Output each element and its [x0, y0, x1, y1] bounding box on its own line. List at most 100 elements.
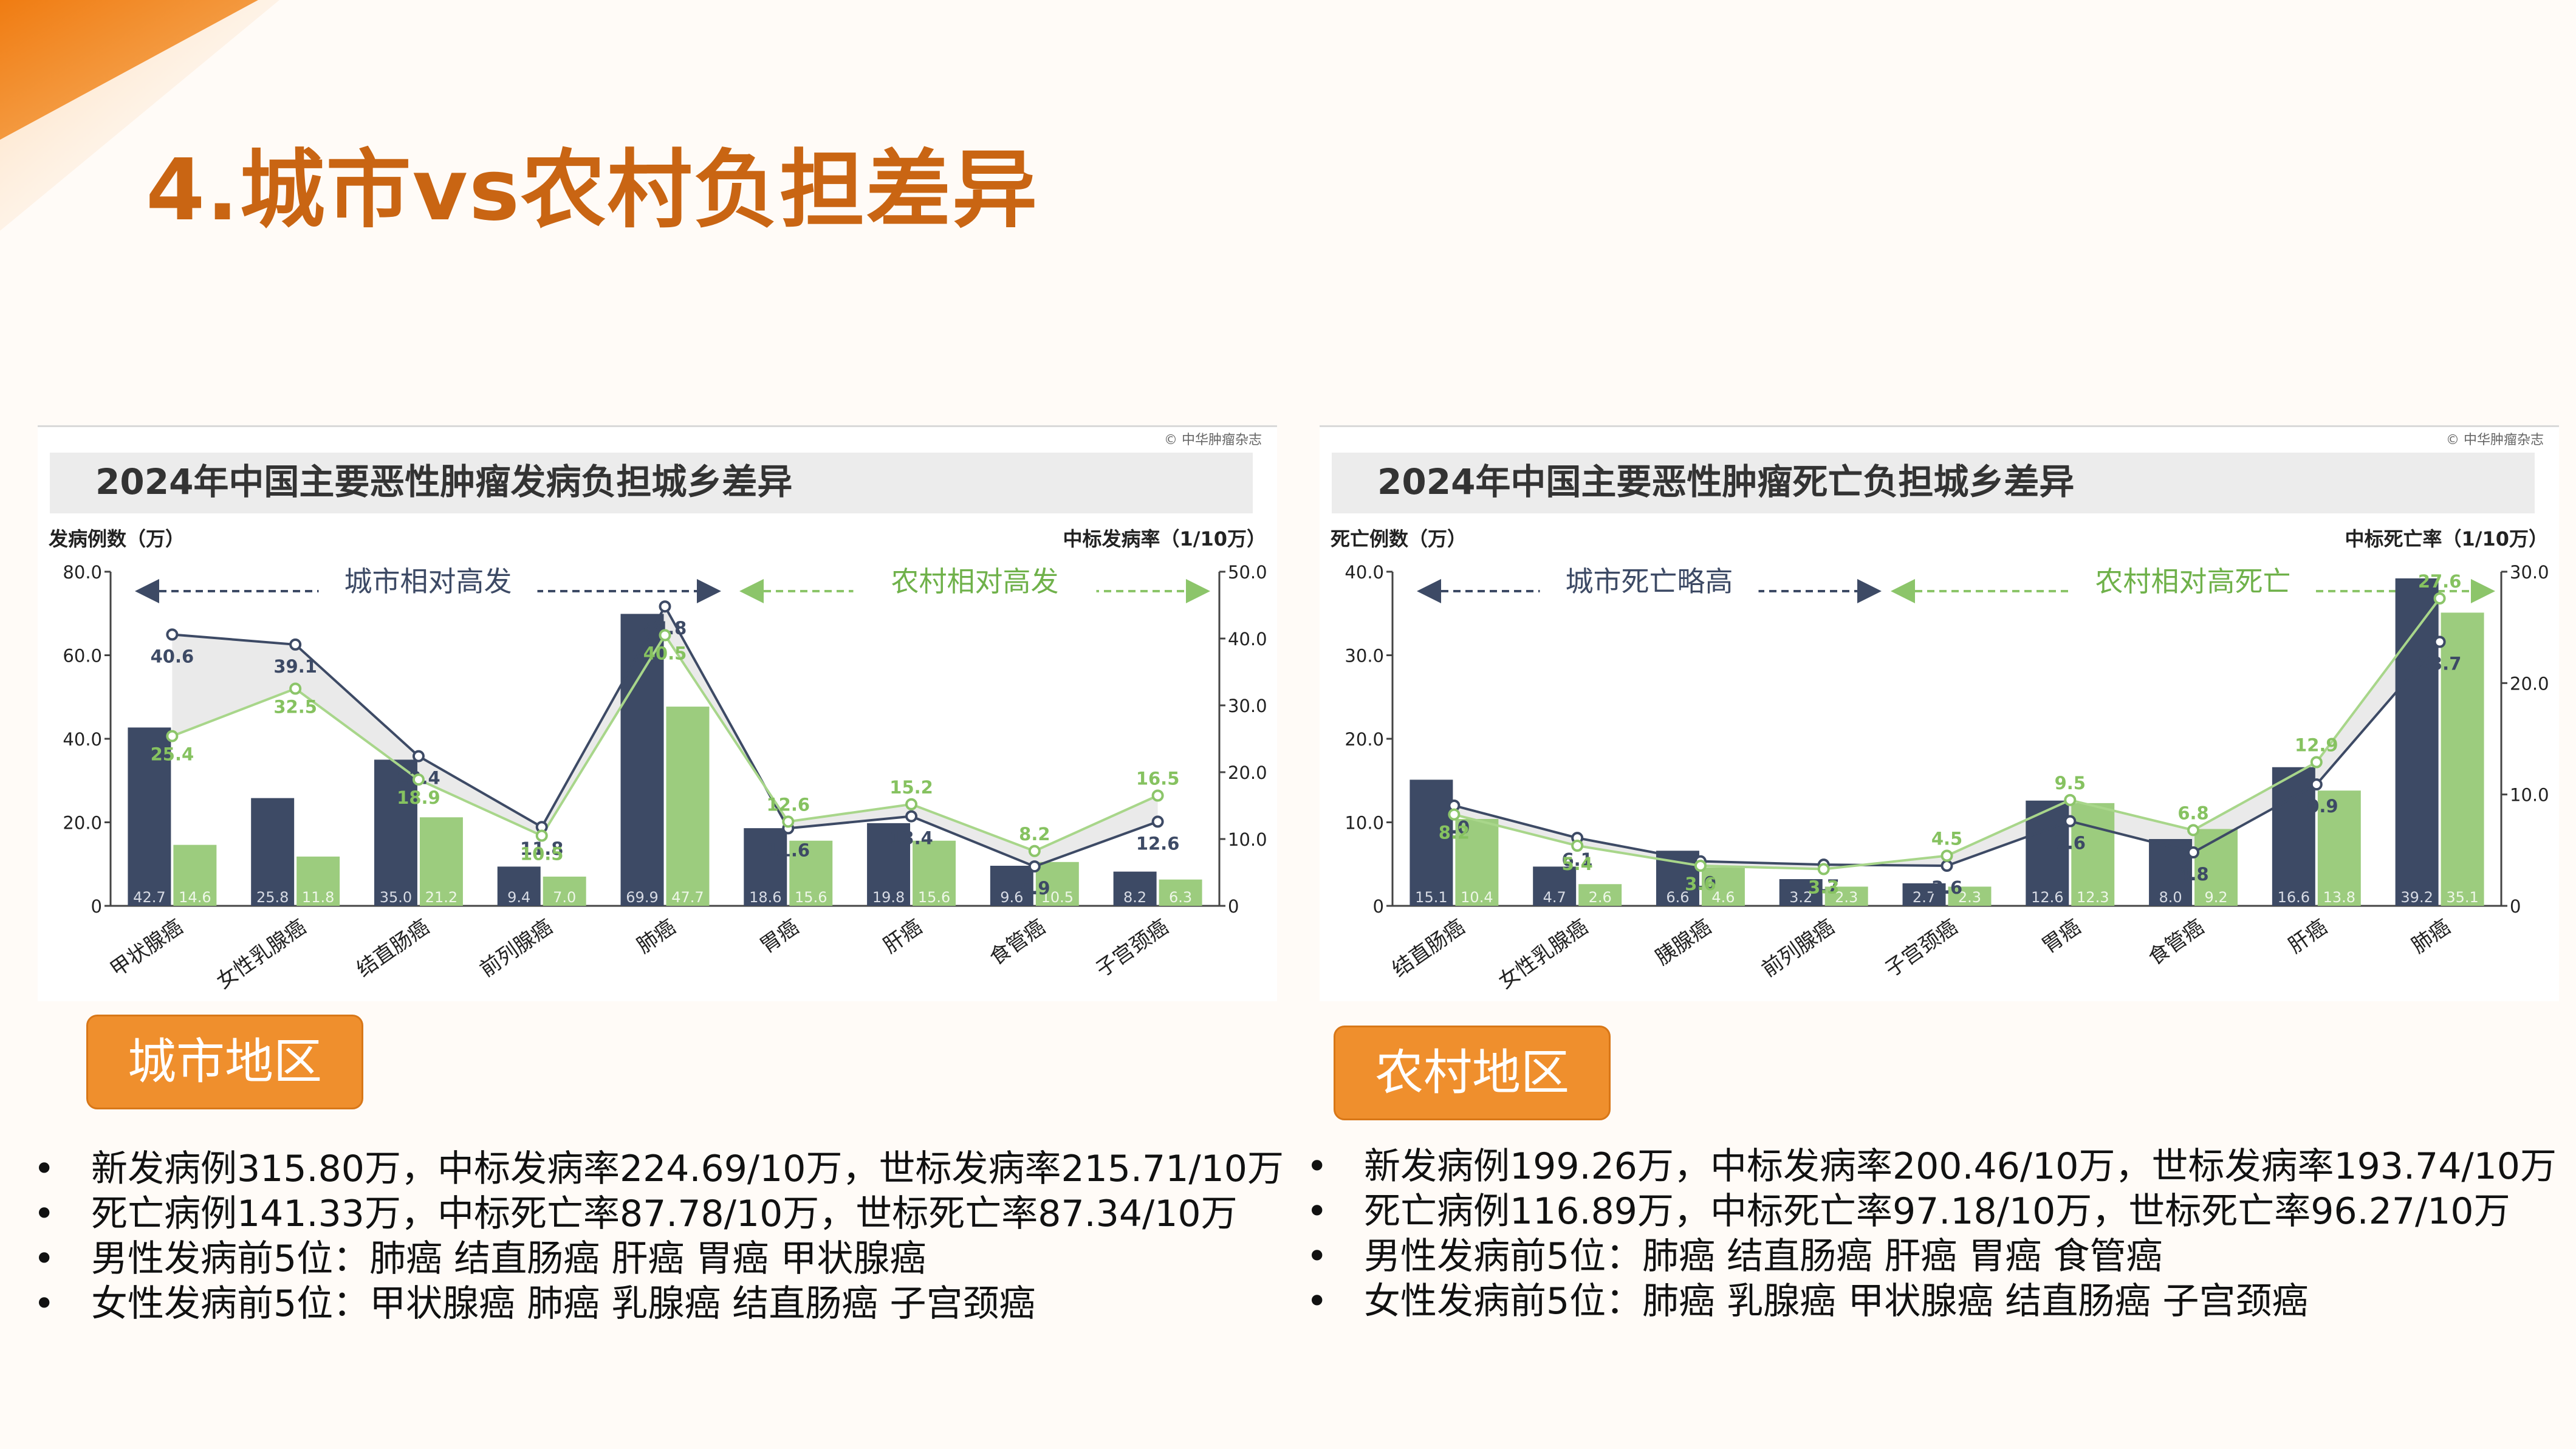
urban-bar-label: 15.1 — [1415, 889, 1447, 906]
urban-bar — [497, 866, 541, 906]
rural-bar — [1578, 884, 1622, 906]
urban-bar-label: 4.7 — [1543, 889, 1566, 906]
category-label: 前列腺癌 — [476, 915, 557, 982]
urban-rate-point — [1151, 815, 1164, 828]
urban-rate-label: 3.6 — [1931, 877, 1962, 898]
rural-rate-point — [2064, 793, 2077, 806]
rural-rate-point — [782, 815, 795, 828]
urban-rate-label: 7.6 — [2055, 833, 2086, 854]
category-label: 甲状腺癌 — [106, 915, 187, 982]
urban-bar — [2395, 578, 2439, 906]
list-item-text: 死亡病例141.33万，中标死亡率87.78/10万，世标死亡率87.34/10… — [91, 1193, 1238, 1235]
rural-bar-label: 2.6 — [1589, 889, 1612, 906]
chart-title: 2024年中国主要恶性肿瘤发病负担城乡差异 — [95, 461, 792, 502]
rural-bar — [1455, 819, 1499, 906]
rural-bar — [1701, 867, 1745, 906]
y2-tick-label: 40.0 — [1228, 629, 1267, 649]
urban-bar-label: 8.0 — [2159, 889, 2182, 906]
y-tick-label: 80.0 — [63, 562, 102, 583]
urban-bar — [1533, 866, 1577, 906]
rural-bar — [1159, 879, 1202, 906]
rural-rate-label: 8.2 — [1019, 824, 1050, 844]
urban-bar — [867, 823, 911, 906]
y-axis-label: 死亡例数（万） — [1331, 527, 1467, 550]
list-item: • 女性发病前5位：肺癌 乳腺癌 甲状腺癌 结直肠癌 子宫颈癌 — [1306, 1279, 2557, 1324]
urban-bar-label: 9.4 — [507, 889, 530, 906]
y2-tick-label: 0 — [1228, 896, 1239, 917]
list-item-text: 男性发病前5位：肺癌 结直肠癌 肝癌 胃癌 食管癌 — [1364, 1235, 2163, 1278]
rural-rate-label: 16.5 — [1136, 769, 1180, 789]
annotation-bg — [2071, 564, 2315, 600]
y2-tick-label: 0 — [2510, 896, 2521, 917]
y-tick-label: 30.0 — [1345, 646, 1384, 666]
urban-rate-label: 12.6 — [1136, 833, 1180, 854]
urban-summary-list: • 新发病例315.80万，中标发病率224.69/10万，世标发病率215.71… — [33, 1146, 1284, 1326]
urban-bar-label: 39.2 — [2400, 889, 2433, 906]
bullet-dot: • — [33, 1148, 55, 1190]
list-item-text: 女性发病前5位：甲状腺癌 肺癌 乳腺癌 结直肠癌 子宫颈癌 — [91, 1283, 1036, 1325]
rural-bar-label: 15.6 — [918, 889, 950, 906]
urban-rate-label: 9.0 — [1439, 817, 1470, 838]
rural-rate-label: 27.6 — [2418, 571, 2462, 592]
urban-rate-point — [905, 810, 918, 823]
chart-title-band — [1332, 453, 2535, 513]
rural-bar — [789, 840, 833, 906]
rural-annotation-text: 农村相对高死亡 — [2095, 565, 2291, 598]
category-label: 子宫颈癌 — [1091, 915, 1173, 982]
urban-rate-label: 23.7 — [2418, 654, 2462, 674]
rural-rate-label: 12.6 — [766, 794, 810, 815]
rural-rate-label: 18.9 — [397, 787, 440, 808]
y2-tick-label: 30.0 — [1228, 696, 1267, 716]
rural-bar — [666, 707, 710, 906]
bullet-dot: • — [33, 1238, 55, 1280]
urban-bar-label: 25.8 — [256, 889, 289, 906]
category-label: 肺癌 — [2407, 915, 2455, 959]
urban-region-tag: 城市地区 — [86, 1015, 363, 1109]
rural-bar-label: 10.5 — [1041, 889, 1074, 906]
category-label: 胰腺癌 — [1651, 915, 1716, 970]
rural-rate-label: 40.5 — [643, 643, 687, 664]
rural-bar — [913, 840, 956, 906]
urban-rate-point — [659, 600, 671, 613]
annotation-bg — [853, 564, 1097, 600]
list-item: • 新发病例199.26万，中标发病率200.46/10万，世标发病率193.74… — [1306, 1144, 2557, 1189]
list-item: • 男性发病前5位：肺癌 结直肠癌 肝癌 胃癌 甲状腺癌 — [33, 1236, 1284, 1281]
rural-bar — [1824, 886, 1868, 906]
rural-rate-point — [1028, 844, 1041, 857]
list-item-text: 新发病例315.80万，中标发病率224.69/10万，世标发病率215.71/… — [91, 1148, 1284, 1190]
rural-rate-point — [412, 773, 425, 786]
list-item: • 新发病例315.80万，中标发病率224.69/10万，世标发病率215.71… — [33, 1146, 1284, 1191]
rural-rate-point — [1571, 840, 1584, 852]
urban-rate-point — [2064, 815, 2077, 827]
list-item: • 死亡病例141.33万，中标死亡率87.78/10万，世标死亡率87.34/1… — [33, 1191, 1284, 1236]
category-label: 胃癌 — [2038, 915, 2086, 959]
y-tick-label: 0 — [91, 896, 102, 917]
annotation-bg — [318, 564, 538, 600]
rural-summary-list: • 新发病例199.26万，中标发病率200.46/10万，世标发病率193.74… — [1306, 1144, 2557, 1324]
rural-bar — [543, 876, 586, 906]
rural-bar-label: 10.4 — [1461, 889, 1493, 906]
urban-bar — [128, 727, 171, 906]
rural-rate-label: 8.2 — [1439, 823, 1470, 843]
category-label: 胃癌 — [756, 915, 804, 959]
category-label: 结直肠癌 — [1388, 915, 1469, 982]
urban-bar — [1902, 883, 1946, 906]
bullet-dot: • — [33, 1193, 55, 1235]
urban-rate-label: 39.1 — [273, 656, 317, 677]
rural-rate-point — [2310, 756, 2323, 769]
page-title: 4.城市vs农村负担差异 — [146, 141, 1039, 240]
urban-bar-label: 35.0 — [380, 889, 412, 906]
y2-axis-label: 中标死亡率（1/10万） — [2345, 527, 2549, 550]
rural-bar-label: 4.6 — [1711, 889, 1735, 906]
y2-tick-label: 20.0 — [1228, 762, 1267, 783]
y2-tick-label: 10.0 — [1228, 829, 1267, 850]
rural-bar-label: 9.2 — [2204, 889, 2227, 906]
rural-rate-label: 3.6 — [1685, 874, 1716, 894]
chart-title-band — [50, 453, 1253, 513]
urban-bar — [1779, 879, 1823, 906]
urban-bar-label: 12.6 — [2031, 889, 2063, 906]
chart-source: © 中华肿瘤杂志 — [1164, 433, 1262, 448]
category-label: 食管癌 — [2144, 915, 2208, 970]
